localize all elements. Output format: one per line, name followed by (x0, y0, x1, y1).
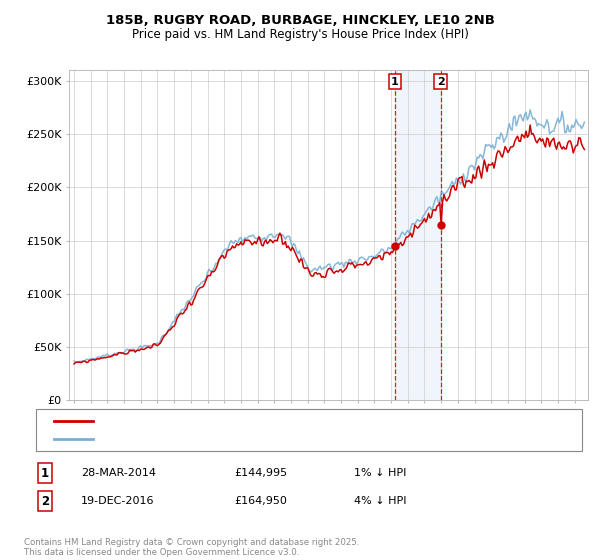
Text: 2: 2 (41, 494, 49, 508)
Text: Contains HM Land Registry data © Crown copyright and database right 2025.
This d: Contains HM Land Registry data © Crown c… (24, 538, 359, 557)
Text: 1% ↓ HPI: 1% ↓ HPI (354, 468, 406, 478)
Text: 4% ↓ HPI: 4% ↓ HPI (354, 496, 407, 506)
Text: HPI: Average price, semi-detached house, Hinckley and Bosworth: HPI: Average price, semi-detached house,… (99, 434, 425, 444)
Text: 185B, RUGBY ROAD, BURBAGE, HINCKLEY, LE10 2NB (semi-detached house): 185B, RUGBY ROAD, BURBAGE, HINCKLEY, LE1… (99, 416, 481, 426)
Text: £164,950: £164,950 (234, 496, 287, 506)
Text: £144,995: £144,995 (234, 468, 287, 478)
Text: 1: 1 (391, 77, 399, 87)
Text: 19-DEC-2016: 19-DEC-2016 (81, 496, 155, 506)
Text: Price paid vs. HM Land Registry's House Price Index (HPI): Price paid vs. HM Land Registry's House … (131, 28, 469, 41)
Bar (395, 70, 440, 400)
Text: 1: 1 (41, 466, 49, 480)
Text: 185B, RUGBY ROAD, BURBAGE, HINCKLEY, LE10 2NB: 185B, RUGBY ROAD, BURBAGE, HINCKLEY, LE1… (106, 14, 494, 27)
Text: 2: 2 (437, 77, 445, 87)
Text: 28-MAR-2014: 28-MAR-2014 (81, 468, 156, 478)
